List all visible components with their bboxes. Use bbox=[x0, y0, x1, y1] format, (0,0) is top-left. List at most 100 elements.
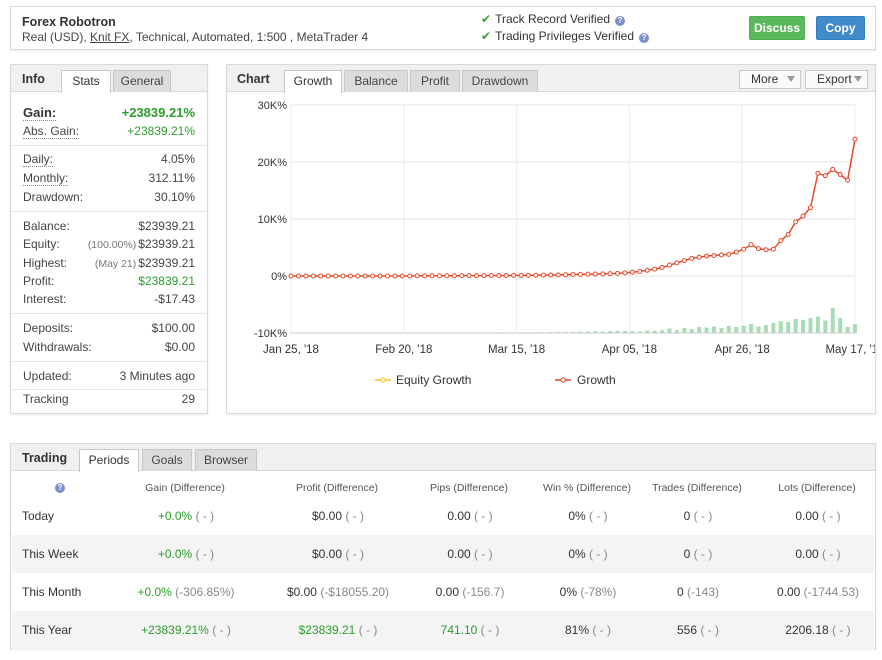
data-point bbox=[407, 273, 413, 279]
volume-bar bbox=[786, 322, 791, 333]
data-point bbox=[822, 173, 828, 179]
table-cell: 0.00 ( - ) bbox=[728, 509, 882, 523]
balance-value: $23939.21 bbox=[138, 219, 195, 233]
trading-privileges-label: Trading Privileges Verified bbox=[495, 29, 635, 43]
monthly-row: Monthly: 312.11% bbox=[23, 171, 195, 187]
chevron-down-icon bbox=[787, 76, 795, 82]
y-tick-label: 10K% bbox=[258, 214, 288, 226]
equity-row: Equity: (100.00%) $23939.21 bbox=[23, 237, 195, 253]
divider bbox=[12, 361, 206, 362]
y-tick-label: 20K% bbox=[258, 157, 288, 169]
data-point bbox=[733, 249, 739, 255]
broker-link[interactable]: Knit FX bbox=[90, 30, 130, 44]
volume-bar bbox=[823, 320, 828, 333]
volume-bar bbox=[704, 327, 709, 333]
cell-difference: ( - ) bbox=[585, 509, 608, 523]
table-row: This Year +23839.21% ( - ) $23839.21 ( - )… bbox=[12, 611, 874, 649]
cell-difference: ( - ) bbox=[690, 509, 713, 523]
equity-percent: (100.00%) bbox=[87, 239, 137, 251]
discuss-button[interactable]: Discuss bbox=[749, 16, 805, 40]
table-cell: 0.00 ( - ) bbox=[380, 509, 560, 523]
volume-bar bbox=[793, 319, 798, 333]
volume-bar bbox=[853, 324, 857, 333]
table-cell: 0.00 (-156.7) bbox=[380, 585, 560, 599]
data-point bbox=[763, 247, 769, 253]
cell-difference: ( - ) bbox=[690, 547, 713, 561]
volume-bar bbox=[815, 316, 820, 333]
table-cell: $0.00 ( - ) bbox=[248, 509, 428, 523]
data-point bbox=[756, 246, 762, 252]
volume-bar bbox=[749, 324, 754, 333]
cell-value: 0.00 bbox=[435, 585, 459, 599]
cell-value: 0 bbox=[683, 509, 691, 523]
equity-value: $23939.21 bbox=[138, 237, 195, 251]
cell-difference: ( - ) bbox=[470, 547, 493, 561]
cell-value: $23839.21 bbox=[298, 623, 356, 637]
tab-periods[interactable]: Periods bbox=[79, 449, 139, 472]
cell-difference: ( - ) bbox=[192, 547, 215, 561]
tab-browser[interactable]: Browser bbox=[195, 449, 257, 471]
tab-drawdown[interactable]: Drawdown bbox=[462, 70, 538, 92]
profit-value: $23839.21 bbox=[138, 274, 195, 288]
trading-title: Trading bbox=[22, 451, 68, 465]
volume-bar bbox=[667, 328, 672, 333]
cell-value: 0 bbox=[683, 547, 691, 561]
y-tick-label: -10K% bbox=[254, 328, 287, 340]
cell-value: $0.00 bbox=[311, 547, 343, 561]
deposits-value: $100.00 bbox=[151, 321, 195, 335]
data-point bbox=[815, 170, 821, 176]
equity-label: Equity: bbox=[23, 237, 60, 251]
data-point bbox=[659, 264, 665, 270]
legend-marker-equity bbox=[380, 377, 386, 383]
help-icon[interactable]: ? bbox=[615, 16, 625, 26]
trading-panel: Trading Periods Goals Browser ? Gain (Dif… bbox=[10, 443, 876, 649]
data-point bbox=[570, 272, 576, 278]
x-tick-label: Apr 05, '18 bbox=[602, 344, 657, 356]
highest-label: Highest: bbox=[23, 256, 68, 270]
data-point bbox=[444, 273, 450, 279]
cell-value: 0% bbox=[559, 585, 577, 599]
cell-difference: ( - ) bbox=[477, 623, 500, 637]
data-point bbox=[800, 213, 806, 219]
data-point bbox=[422, 273, 428, 279]
cell-difference: (-143) bbox=[683, 585, 720, 599]
cell-value: 0 bbox=[676, 585, 684, 599]
cell-value: 0.00 bbox=[795, 547, 819, 561]
data-point bbox=[488, 273, 494, 279]
data-point bbox=[652, 266, 658, 272]
more-dropdown[interactable]: More bbox=[739, 70, 801, 89]
copy-button[interactable]: Copy bbox=[816, 16, 865, 40]
more-label: More bbox=[751, 72, 779, 86]
column-header: Profit (Difference) bbox=[295, 482, 379, 494]
export-dropdown[interactable]: Export bbox=[805, 70, 868, 89]
period-label: This Month bbox=[22, 585, 82, 599]
tab-profit[interactable]: Profit bbox=[410, 70, 460, 92]
tab-stats[interactable]: Stats bbox=[61, 70, 111, 93]
help-icon[interactable]: ? bbox=[55, 483, 65, 493]
tab-general[interactable]: General bbox=[113, 70, 171, 92]
table-cell: +0.0% ( - ) bbox=[96, 547, 276, 561]
data-point bbox=[451, 273, 457, 279]
interest-row: Interest: -$17.43 bbox=[23, 292, 195, 308]
tab-growth[interactable]: Growth bbox=[284, 70, 342, 93]
tracking-value: 29 bbox=[181, 392, 195, 406]
divider bbox=[12, 145, 206, 146]
help-icon[interactable]: ? bbox=[639, 33, 650, 43]
table-cell: 81% ( - ) bbox=[498, 623, 678, 637]
table-cell: 0.00 (-1744.53) bbox=[728, 585, 882, 599]
volume-bar bbox=[778, 321, 783, 333]
data-point bbox=[303, 273, 309, 279]
legend-equity-growth: Equity Growth bbox=[396, 373, 471, 387]
data-point bbox=[429, 273, 435, 279]
cell-difference: ( - ) bbox=[208, 623, 231, 637]
table-cell: +0.0% (-306.85%) bbox=[96, 585, 276, 599]
volume-bar bbox=[756, 326, 761, 333]
table-row: Today +0.0% ( - ) $0.00 ( - ) 0.00 ( - ) 0% … bbox=[12, 497, 874, 535]
daily-label: Daily: bbox=[23, 152, 54, 167]
data-point bbox=[622, 270, 628, 276]
tab-balance[interactable]: Balance bbox=[344, 70, 408, 92]
cell-difference: (-1744.53) bbox=[800, 585, 860, 599]
data-point bbox=[666, 262, 672, 268]
table-cell: $0.00 ( - ) bbox=[248, 547, 428, 561]
tab-goals[interactable]: Goals bbox=[142, 449, 192, 471]
